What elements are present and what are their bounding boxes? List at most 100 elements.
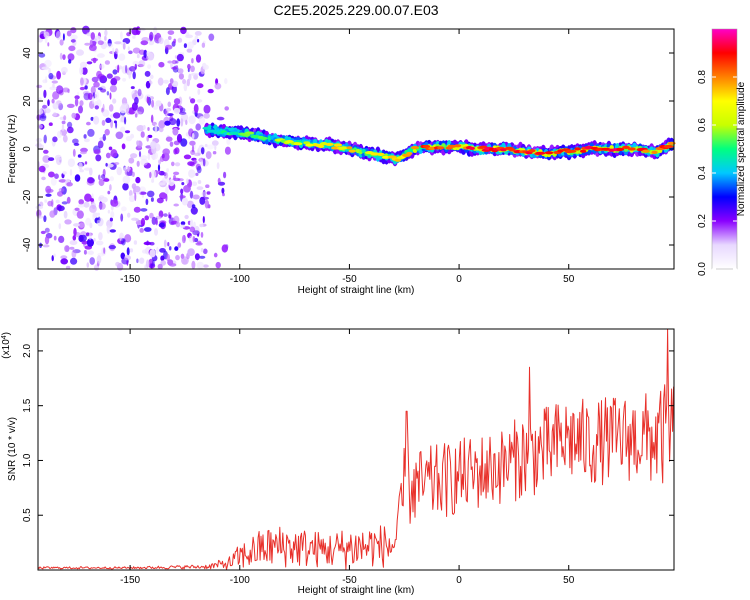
speckle-mark <box>124 116 127 125</box>
speckle-mark <box>179 195 186 199</box>
ridge-mark <box>285 140 294 144</box>
speckle-mark <box>205 184 210 188</box>
speckle-mark <box>202 216 205 224</box>
snr-x-axis-label: Height of straight line (km) <box>298 585 415 596</box>
speckle-mark <box>108 245 117 250</box>
speckle-mark <box>187 68 190 73</box>
speckle-mark <box>196 83 204 89</box>
speckle-mark <box>174 162 181 167</box>
speckle-mark <box>73 227 77 237</box>
speckle-mark <box>188 169 196 178</box>
speckle-mark <box>43 149 49 154</box>
speckle-mark <box>135 176 141 184</box>
speckle-mark <box>138 60 146 68</box>
speckle-mark <box>121 238 126 246</box>
ridge-mark <box>208 129 217 133</box>
speckle-mark <box>172 127 179 136</box>
speckle-mark <box>150 141 157 149</box>
speckle-mark <box>105 152 111 159</box>
speckle-mark <box>174 147 180 155</box>
speckle-mark <box>173 38 177 44</box>
speckle-mark <box>202 158 206 167</box>
speckle-mark <box>190 72 199 76</box>
ridge-mark <box>580 149 587 153</box>
speckle-mark <box>142 125 146 130</box>
speckle-mark <box>102 133 107 142</box>
speckle-mark <box>93 81 100 88</box>
colorbar-frame <box>711 28 738 270</box>
speckle-mark <box>200 147 205 155</box>
speckle-mark <box>101 174 106 180</box>
speckle-mark <box>59 52 63 60</box>
speckle-mark <box>170 62 173 69</box>
speckle-mark <box>183 82 188 92</box>
speckle-mark <box>113 162 120 165</box>
speckle-mark <box>167 101 172 108</box>
x-tick-label: -150 <box>120 274 140 285</box>
speckle-mark <box>203 248 208 255</box>
speckle-mark <box>149 171 152 179</box>
speckle-mark <box>70 257 78 265</box>
colorbar-tick-label: 0.2 <box>697 214 708 228</box>
speckle-mark <box>150 74 154 80</box>
speckle-mark <box>69 169 73 176</box>
speckle-mark <box>128 50 133 55</box>
speckle-mark <box>43 134 47 144</box>
speckle-mark <box>48 72 54 80</box>
speckle-mark <box>67 121 73 129</box>
speckle-mark <box>58 235 65 243</box>
speckle-mark <box>82 25 90 35</box>
speckle-mark <box>182 78 187 85</box>
speckle-mark <box>93 238 96 242</box>
speckle-mark <box>83 134 87 139</box>
speckle-mark <box>185 119 188 126</box>
ridge-mark <box>260 136 268 140</box>
speckle-mark <box>66 182 73 187</box>
speckle-mark <box>136 111 142 115</box>
x-tick-label: -100 <box>230 274 250 285</box>
speckle-mark <box>160 260 166 266</box>
speckle-mark <box>183 185 191 193</box>
speckle-mark <box>51 98 55 104</box>
speckle-mark <box>113 76 121 81</box>
speckle-mark <box>104 128 110 136</box>
speckle-mark <box>92 212 95 221</box>
speckle-mark <box>62 171 67 175</box>
speckle-mark <box>175 254 180 261</box>
speckle-mark <box>151 99 155 108</box>
speckle-mark <box>66 196 71 204</box>
speckle-mark <box>98 178 105 187</box>
speckle-mark <box>211 140 219 146</box>
speckle-mark <box>196 99 203 103</box>
ridge-mark <box>250 134 261 139</box>
speckle-mark <box>165 186 169 195</box>
speckle-mark <box>132 60 140 66</box>
speckle-mark <box>169 118 177 126</box>
speckle-mark <box>189 219 194 228</box>
speckle-mark <box>140 218 146 227</box>
speckle-mark <box>48 157 55 162</box>
speckle-mark <box>181 256 189 265</box>
speckle-mark <box>60 255 68 260</box>
speckle-mark <box>72 138 79 144</box>
x-tick-label: -100 <box>230 575 250 586</box>
speckle-mark <box>66 30 72 37</box>
speckle-mark <box>54 173 59 179</box>
speckle-mark <box>191 132 195 140</box>
speckle-mark <box>141 249 148 254</box>
speckle-mark <box>97 40 104 45</box>
speckle-mark <box>56 70 61 80</box>
colorbar-gradient <box>712 29 737 269</box>
speckle-mark <box>164 172 169 179</box>
speckle-mark <box>96 212 101 216</box>
ridge-mark <box>469 146 475 150</box>
speckle-mark <box>224 146 231 155</box>
ridge-mark <box>244 131 255 135</box>
speckle-mark <box>58 187 65 192</box>
speckle-mark <box>86 61 93 65</box>
speckle-mark <box>131 171 135 177</box>
speckle-mark <box>87 128 95 137</box>
speckle-mark <box>177 37 183 43</box>
speckle-mark <box>133 240 138 245</box>
speckle-mark <box>70 39 76 43</box>
